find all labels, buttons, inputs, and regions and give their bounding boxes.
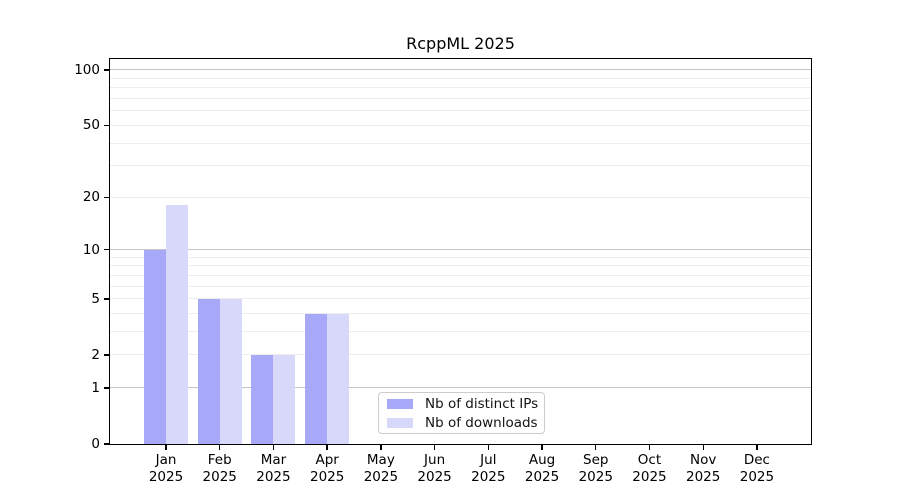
y-tick-label: 100: [74, 61, 100, 78]
gridline-decade: [110, 249, 811, 251]
legend-item-downloads: Nb of downloads: [387, 414, 538, 431]
gridline-minor: [110, 354, 811, 356]
x-tick: [541, 444, 543, 450]
y-tick-label: 50: [82, 117, 100, 134]
gridline-minor: [110, 98, 811, 100]
y-tick: [104, 298, 110, 300]
x-tick: [219, 444, 221, 450]
y-tick-label: 10: [82, 241, 100, 258]
gridline-minor: [110, 285, 811, 287]
x-tick-label: Mar 2025: [256, 452, 291, 485]
x-tick-label: Sep 2025: [578, 452, 613, 485]
gridline-minor: [110, 124, 811, 126]
x-tick-label: Aug 2025: [524, 452, 560, 485]
gridline-minor: [110, 274, 811, 276]
x-tick-label: Jul 2025: [471, 452, 506, 485]
x-tick: [165, 444, 167, 450]
x-tick: [702, 444, 704, 450]
x-tick-label: Dec 2025: [739, 452, 775, 485]
x-tick: [595, 444, 597, 450]
gridline-minor: [110, 87, 811, 89]
x-tick: [487, 444, 489, 450]
y-tick: [104, 69, 110, 71]
bar-downloads-feb: [219, 298, 242, 444]
legend: Nb of distinct IPs Nb of downloads: [378, 392, 545, 434]
x-tick: [648, 444, 651, 450]
y-tick-label: 0: [91, 436, 100, 452]
y-tick-label: 5: [91, 290, 100, 307]
gridline-minor: [110, 313, 811, 315]
legend-item-distinct-ips: Nb of distinct IPs: [387, 395, 539, 412]
plot-area: [110, 59, 811, 444]
bar-downloads-apr: [327, 313, 350, 444]
y-tick: [104, 196, 110, 199]
gridline-decade: [110, 69, 811, 71]
bar-distinct-ips-mar: [251, 354, 274, 444]
x-tick-label: May 2025: [363, 452, 399, 485]
gridline-minor: [110, 298, 811, 300]
x-tick-label: Jan 2025: [148, 452, 184, 485]
y-tick-label: 20: [82, 189, 100, 206]
x-tick-label: Oct 2025: [632, 452, 667, 485]
gridline-minor: [110, 142, 811, 144]
x-tick: [433, 444, 436, 450]
y-tick: [104, 124, 110, 127]
x-tick: [272, 444, 275, 450]
y-tick: [104, 443, 110, 445]
y-tick: [104, 248, 110, 251]
gridline-minor: [110, 165, 811, 167]
x-tick-label: Nov 2025: [686, 452, 721, 485]
y-tick: [104, 387, 110, 389]
legend-swatch-distinct-ips: [387, 398, 413, 409]
x-tick: [380, 444, 382, 450]
y-tick: [104, 354, 110, 356]
gridline-minor: [110, 331, 811, 333]
bar-distinct-ips-jan: [144, 249, 166, 444]
gridline-minor: [110, 110, 811, 112]
bar-distinct-ips-apr: [305, 313, 328, 444]
x-tick: [326, 444, 328, 450]
bar-downloads-jan: [166, 205, 188, 444]
x-tick: [756, 444, 758, 450]
legend-label-downloads: Nb of downloads: [425, 414, 538, 431]
gridline-minor: [110, 265, 811, 267]
x-tick-label: Apr 2025: [309, 452, 345, 485]
gridline-minor: [110, 77, 811, 79]
gridline-decade: [110, 387, 811, 389]
legend-swatch-downloads: [387, 417, 413, 428]
y-tick-label: 1: [91, 379, 100, 396]
x-tick-label: Feb 2025: [202, 452, 237, 485]
bar-distinct-ips-feb: [197, 298, 220, 444]
y-tick-label: 2: [91, 346, 100, 363]
gridline-minor: [110, 256, 811, 258]
x-tick-label: Jun 2025: [417, 452, 452, 485]
legend-label-distinct-ips: Nb of distinct IPs: [425, 395, 539, 412]
gridline-minor: [110, 196, 811, 198]
bar-downloads-mar: [273, 354, 296, 444]
chart-title: RcppML 2025: [406, 34, 515, 53]
